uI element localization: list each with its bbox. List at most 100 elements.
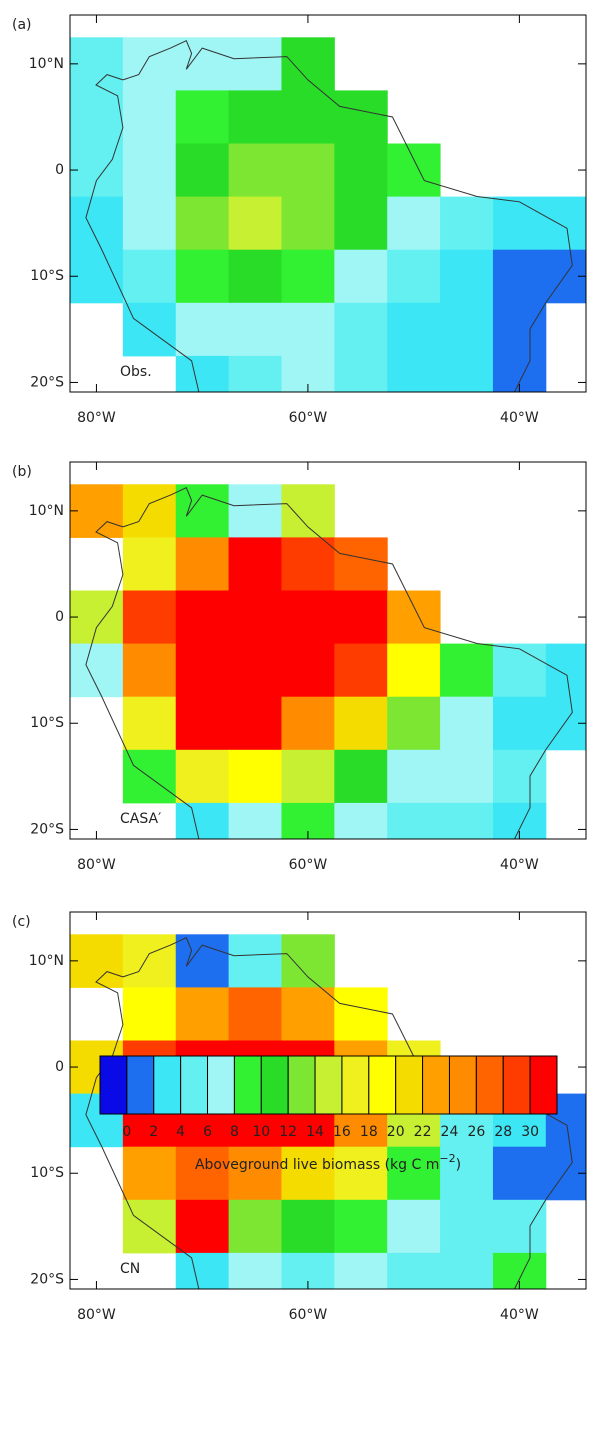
y-tick-label: 0 [55,609,64,625]
biomass-cell [334,1199,388,1254]
biomass-cell [281,749,335,804]
y-tick-label: 20°S [30,821,64,837]
biomass-cell [70,934,124,988]
biomass-cell [122,696,177,751]
y-tick-label: 10°N [29,56,64,72]
biomass-cell [228,987,282,1041]
x-tick-label: 80°W [77,410,116,426]
biomass-cell [175,196,230,251]
biomass-cell [175,696,230,751]
biomass-cell [175,749,230,804]
x-tick-label: 80°W [77,1307,116,1323]
biomass-cell [281,590,335,645]
biomass-cell [175,302,230,357]
biomass-cell [334,643,388,698]
colorbar-box [475,1055,504,1115]
biomass-cell [228,249,282,304]
biomass-cell [492,749,547,804]
colorbar-tick-label: 28 [494,1124,512,1140]
biomass-cell [70,196,124,251]
y-tick-label: 10°S [30,715,64,731]
colorbar-box [314,1055,343,1115]
biomass-cell [175,249,230,304]
biomass-cell [281,643,335,698]
colorbar-box [448,1055,477,1115]
biomass-cell [70,643,124,698]
panel-label: (c) [12,914,31,930]
biomass-cell [387,1199,441,1254]
biomass-cell [492,196,547,251]
panel-label: (a) [12,17,32,33]
biomass-cell [281,1252,335,1289]
biomass-cell [70,484,124,538]
plot-frame [69,461,587,840]
biomass-cell [334,749,388,804]
biomass-cell [228,196,282,251]
biomass-cell [175,934,230,988]
biomass-cell [281,355,335,392]
biomass-cell [440,355,494,392]
biomass-cell [175,537,230,591]
biomass-cell [228,696,282,751]
biomass-cell [387,590,441,645]
biomass-cell [228,643,282,698]
biomass-cell [387,196,441,251]
colorbar-tick-label: 14 [306,1124,324,1140]
biomass-cell [281,537,335,591]
biomass-cell [122,934,177,988]
biomass-cell [175,643,230,698]
y-tick-label: 10°S [30,1165,64,1181]
y-tick-label: 0 [55,1059,64,1075]
colorbar-box [180,1055,209,1115]
biomass-cell [122,484,177,538]
biomass-cell [492,696,547,751]
colorbar-box [341,1055,370,1115]
biomass-cell [334,1252,388,1289]
colorbar-tick-label: 30 [521,1124,539,1140]
colorbar-tick-label: 6 [203,1124,212,1140]
biomass-cell [440,1252,494,1289]
biomass-cell [387,696,441,751]
y-tick-label: 0 [55,162,64,178]
biomass-cell [492,249,547,304]
biomass-cell [122,537,177,591]
x-tick-label: 60°W [289,857,328,873]
y-tick-label: 10°N [29,503,64,519]
biomass-cell [440,696,494,751]
colorbar-tick-label: 10 [252,1124,270,1140]
biomass-cell [440,302,494,357]
biomass-cell [228,1199,282,1254]
biomass-cell [70,37,124,91]
biomass-cell [228,802,282,839]
colorbar-tick-label: 24 [441,1124,459,1140]
plot-frame [69,14,587,393]
biomass-cell [334,302,388,357]
biomass-cell [440,1146,494,1201]
colorbar-tick-label: 8 [230,1124,239,1140]
biomass-cell [334,249,388,304]
biomass-cell [281,934,335,988]
colorbar-box [287,1055,316,1115]
map-panel: 10°N 0 10°S 20°S 80°W 60°W 40°W (c) CN [12,911,587,1323]
biomass-cell [228,143,282,198]
biomass-cell [228,749,282,804]
biomass-cell [281,143,335,198]
colorbar-tick-label: 18 [360,1124,378,1140]
biomass-cell [122,37,177,91]
colorbar-tick-label: 20 [387,1124,405,1140]
biomass-cell [122,1146,177,1201]
colorbar-tick-label: 4 [176,1124,185,1140]
biomass-cell [281,90,335,144]
biomass-cell [387,749,441,804]
colorbar-title-main: Aboveground live biomass (kg C m [195,1157,439,1173]
colorbar-title-sup: −2 [439,1152,455,1165]
biomass-cell [228,1252,282,1289]
biomass-cell [440,196,494,251]
biomass-cell [175,90,230,144]
biomass-cell [175,37,230,91]
x-tick-label: 80°W [77,857,116,873]
biomass-cell [281,802,335,839]
biomass-cell [175,143,230,198]
